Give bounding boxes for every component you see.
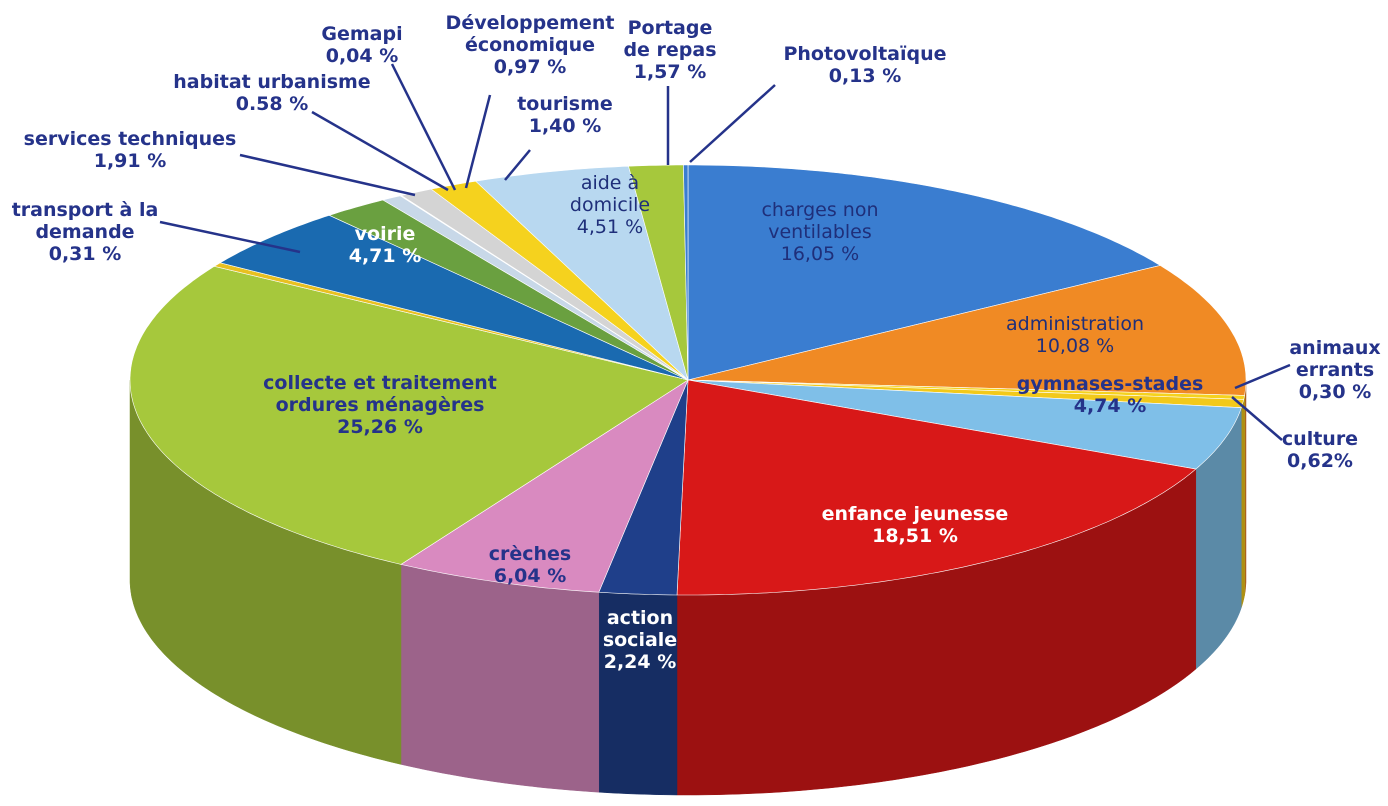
value-label: 2,24 % — [603, 651, 677, 673]
slice — [328, 199, 689, 381]
slice-side — [1241, 399, 1244, 608]
slice — [683, 164, 689, 381]
slice-label: aide à domicile 4,51 % — [555, 172, 665, 238]
value-label: 4,71 % — [348, 245, 422, 267]
category-label: action sociale — [602, 607, 678, 651]
leader-line — [1231, 396, 1283, 441]
value-label: 25,26 % — [337, 416, 423, 438]
category-label: collecte et traitement ordures ménagères — [263, 372, 497, 416]
value-label: 10,08 % — [1035, 335, 1115, 357]
category-label: crèches — [488, 543, 572, 565]
leader-line — [1234, 363, 1291, 390]
value-label: 0,13 % — [828, 65, 902, 87]
category-label: Gemapi — [321, 23, 403, 45]
leader-line — [504, 149, 531, 181]
category-label: enfance jeunesse — [821, 503, 1009, 525]
slice-label: crèches 6,04 % — [470, 543, 590, 587]
category-label: Développement économique — [445, 12, 615, 56]
category-label: administration — [1005, 313, 1144, 335]
value-label: 0,04 % — [325, 45, 399, 67]
category-label: charges non ventilables — [761, 199, 879, 243]
value-label: 0.58 % — [235, 93, 309, 115]
value-label: 6,04 % — [493, 565, 567, 587]
slice-label: voirie 4,71 % — [335, 223, 435, 267]
leader-line — [464, 94, 492, 189]
value-label: 1,57 % — [633, 61, 707, 83]
category-label: voirie — [354, 223, 416, 245]
category-label: animaux errants — [1289, 337, 1381, 381]
slice-label: administration 10,08 % — [975, 313, 1175, 357]
slice-label: collecte et traitement ordures ménagères… — [220, 372, 540, 438]
slice-label: Portage de repas 1,57 % — [615, 17, 725, 83]
category-label: tourisme — [517, 93, 613, 115]
value-label: 0,31 % — [48, 243, 122, 265]
value-label: 4,51 % — [576, 216, 644, 238]
slice-label: Développement économique 0,97 % — [430, 12, 630, 78]
slice — [687, 265, 1247, 396]
slice-label: culture 0,62% — [1270, 428, 1370, 472]
slice — [400, 379, 689, 593]
slice — [676, 379, 1197, 596]
category-label: services techniques — [23, 128, 237, 150]
slice-label: action sociale 2,24 % — [600, 607, 680, 673]
slice-label: transport à la demande 0,31 % — [10, 199, 160, 265]
slice-label: Gemapi 0,04 % — [312, 23, 412, 67]
category-label: aide à domicile — [569, 172, 651, 216]
leader-line — [689, 84, 776, 163]
slice-side — [400, 564, 600, 793]
slice-label: enfance jeunesse 18,51 % — [790, 503, 1040, 547]
value-label: 1,91 % — [93, 150, 167, 172]
slice — [129, 265, 689, 565]
slice-label: charges non ventilables 16,05 % — [745, 199, 895, 265]
value-label: 0,30 % — [1298, 381, 1372, 403]
slice — [475, 165, 689, 381]
value-label: 0,97 % — [493, 56, 567, 78]
slice — [687, 164, 1161, 381]
category-label: Photovoltaïque — [783, 43, 947, 65]
value-label: 16,05 % — [780, 243, 860, 265]
leader-line — [311, 110, 449, 192]
value-label: 1,40 % — [528, 115, 602, 137]
category-label: culture — [1281, 428, 1359, 450]
category-label: Portage de repas — [623, 17, 717, 61]
category-label: transport à la demande — [11, 199, 159, 243]
value-label: 18,51 % — [872, 525, 958, 547]
slice-label: gymnases-stades 4,74 % — [1010, 373, 1210, 417]
value-label: 0,62% — [1287, 450, 1353, 472]
leader-line — [390, 63, 457, 191]
slice — [400, 188, 689, 381]
slice-label: services techniques 1,91 % — [0, 128, 260, 172]
slice-label: tourisme 1,40 % — [505, 93, 625, 137]
slice-label: animaux errants 0,30 % — [1280, 337, 1388, 403]
leader-line — [239, 153, 416, 197]
value-label: 4,74 % — [1073, 395, 1147, 417]
slice — [687, 379, 1242, 470]
slice-label: Photovoltaïque 0,13 % — [765, 43, 965, 87]
slice-label: habitat urbanisme 0.58 % — [162, 71, 382, 115]
slice — [219, 214, 689, 381]
category-label: gymnases-stades — [1016, 373, 1204, 395]
category-label: habitat urbanisme — [173, 71, 371, 93]
slice — [628, 164, 689, 381]
leader-line — [159, 220, 301, 254]
